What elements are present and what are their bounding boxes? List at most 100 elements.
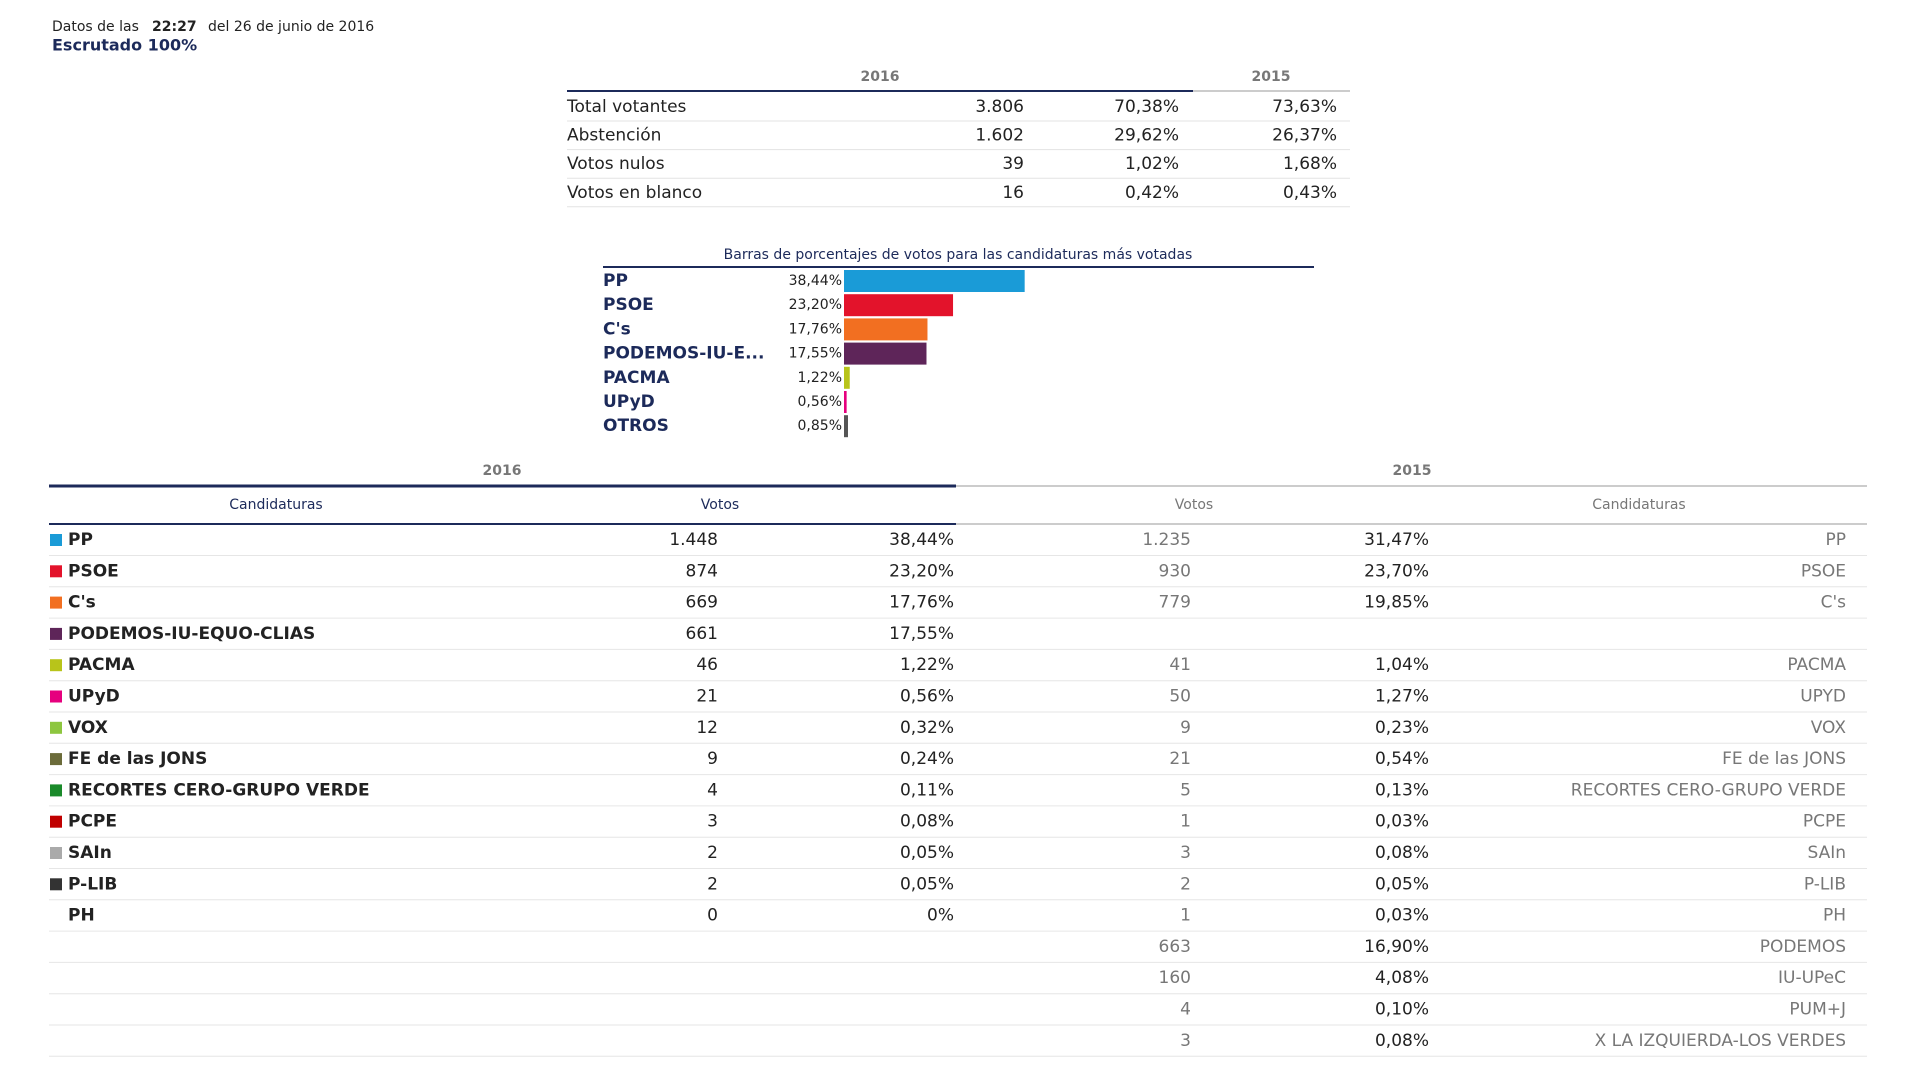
party-swatch bbox=[50, 815, 62, 828]
summary-pct-prev: 73,63% bbox=[1272, 97, 1337, 117]
bar-value-label: 17,76% bbox=[789, 321, 842, 337]
party-swatch bbox=[50, 847, 62, 859]
results-year: 2016 bbox=[483, 463, 522, 479]
party-name-prev: PUM+J bbox=[1789, 1000, 1846, 1020]
bar bbox=[844, 318, 928, 341]
party-swatch bbox=[50, 659, 62, 672]
bar bbox=[844, 391, 847, 413]
bar-label: PACMA bbox=[603, 368, 670, 388]
bar bbox=[844, 270, 1025, 292]
votes: 874 bbox=[686, 561, 718, 581]
party-swatch bbox=[50, 690, 62, 703]
party-name: PACMA bbox=[68, 655, 135, 675]
pct: 0,24% bbox=[900, 749, 954, 769]
party-name: PODEMOS-IU-EQUO-CLIAS bbox=[68, 624, 315, 644]
summary-votes: 1.602 bbox=[975, 126, 1024, 146]
party-name: PSOE bbox=[68, 561, 119, 581]
votes: 0 bbox=[707, 906, 718, 926]
summary-label: Votos nulos bbox=[567, 154, 665, 174]
votes-prev: 3 bbox=[1180, 843, 1191, 863]
summary-label: Total votantes bbox=[566, 97, 687, 117]
party-name-prev: P-LIB bbox=[1804, 874, 1846, 894]
party-name: PH bbox=[68, 906, 95, 926]
pct: 0,08% bbox=[900, 812, 954, 832]
votes: 669 bbox=[686, 593, 718, 613]
bar-value-label: 23,20% bbox=[789, 297, 842, 313]
header-scrutiny: Escrutado 100% bbox=[52, 36, 197, 55]
pct-prev: 0,54% bbox=[1375, 749, 1429, 769]
bar-value-label: 38,44% bbox=[789, 273, 842, 289]
party-name-prev: VOX bbox=[1811, 718, 1847, 738]
summary-votes: 39 bbox=[1002, 154, 1024, 174]
bar-label: OTROS bbox=[603, 416, 669, 436]
pct: 1,22% bbox=[900, 655, 954, 675]
party-name-prev: SAIn bbox=[1807, 843, 1846, 863]
votes-prev: 1.235 bbox=[1142, 530, 1191, 550]
party-name-prev: UPYD bbox=[1800, 687, 1846, 707]
results-col: Candidaturas bbox=[1592, 497, 1685, 513]
votes-prev: 1 bbox=[1180, 906, 1191, 926]
summary-label: Votos en blanco bbox=[567, 183, 702, 203]
bar bbox=[844, 415, 848, 438]
pct-prev: 0,10% bbox=[1375, 1000, 1429, 1020]
party-name: P-LIB bbox=[68, 874, 117, 894]
summary-col: 2015 bbox=[1252, 69, 1291, 85]
votes-prev: 779 bbox=[1159, 593, 1191, 613]
votes: 1.448 bbox=[669, 530, 718, 550]
bar-label: C's bbox=[603, 319, 631, 339]
party-name: RECORTES CERO-GRUPO VERDE bbox=[68, 780, 370, 800]
party-name: FE de las JONS bbox=[68, 749, 207, 769]
votes-prev: 663 bbox=[1159, 937, 1191, 957]
pct-prev: 0,05% bbox=[1375, 874, 1429, 894]
votes-prev: 5 bbox=[1180, 780, 1191, 800]
party-name: C's bbox=[68, 593, 96, 613]
summary-pct: 29,62% bbox=[1114, 126, 1179, 146]
party-name-prev: PP bbox=[1825, 530, 1846, 550]
summary-votes: 3.806 bbox=[975, 97, 1024, 117]
pct-prev: 0,08% bbox=[1375, 843, 1429, 863]
bar bbox=[844, 342, 927, 365]
votes: 2 bbox=[707, 843, 718, 863]
pct: 0,05% bbox=[900, 874, 954, 894]
party-swatch bbox=[50, 534, 62, 546]
party-swatch bbox=[50, 878, 62, 891]
party-swatch bbox=[50, 565, 62, 578]
pct-prev: 23,70% bbox=[1364, 561, 1429, 581]
header-time: 22:27 bbox=[152, 19, 197, 35]
party-name-prev: PSOE bbox=[1801, 561, 1846, 581]
pct: 0,56% bbox=[900, 687, 954, 707]
party-name-prev: PACMA bbox=[1787, 655, 1846, 675]
party-swatch bbox=[50, 753, 62, 766]
pct: 17,55% bbox=[889, 624, 954, 644]
votes-prev: 41 bbox=[1169, 655, 1191, 675]
party-name-prev: PH bbox=[1823, 906, 1846, 926]
party-name-prev: RECORTES CERO-GRUPO VERDE bbox=[1571, 780, 1846, 800]
party-name: VOX bbox=[68, 718, 108, 738]
party-name-prev: FE de las JONS bbox=[1722, 749, 1846, 769]
pct-prev: 0,08% bbox=[1375, 1031, 1429, 1051]
party-name-prev: PODEMOS bbox=[1760, 937, 1846, 957]
votes-prev: 1 bbox=[1180, 812, 1191, 832]
party-name-prev: X LA IZQUIERDA-LOS VERDES bbox=[1595, 1031, 1846, 1051]
votes: 46 bbox=[696, 655, 718, 675]
votes-prev: 4 bbox=[1180, 1000, 1191, 1020]
bar-label: PSOE bbox=[603, 295, 654, 315]
party-swatch bbox=[50, 721, 62, 734]
pct-prev: 16,90% bbox=[1364, 937, 1429, 957]
summary-col: 2016 bbox=[861, 69, 900, 85]
pct-prev: 4,08% bbox=[1375, 968, 1429, 988]
summary-pct: 1,02% bbox=[1125, 154, 1179, 174]
bar-value-label: 17,55% bbox=[789, 346, 842, 362]
votes: 4 bbox=[707, 780, 718, 800]
pct-prev: 0,03% bbox=[1375, 812, 1429, 832]
summary-pct: 70,38% bbox=[1114, 97, 1179, 117]
party-swatch bbox=[50, 627, 62, 640]
summary-pct-prev: 1,68% bbox=[1283, 154, 1337, 174]
pct-prev: 31,47% bbox=[1364, 530, 1429, 550]
votes: 2 bbox=[707, 874, 718, 894]
party-name: SAIn bbox=[68, 843, 112, 863]
votes-prev: 160 bbox=[1159, 968, 1191, 988]
votes-prev: 3 bbox=[1180, 1031, 1191, 1051]
pct: 0% bbox=[927, 906, 954, 926]
